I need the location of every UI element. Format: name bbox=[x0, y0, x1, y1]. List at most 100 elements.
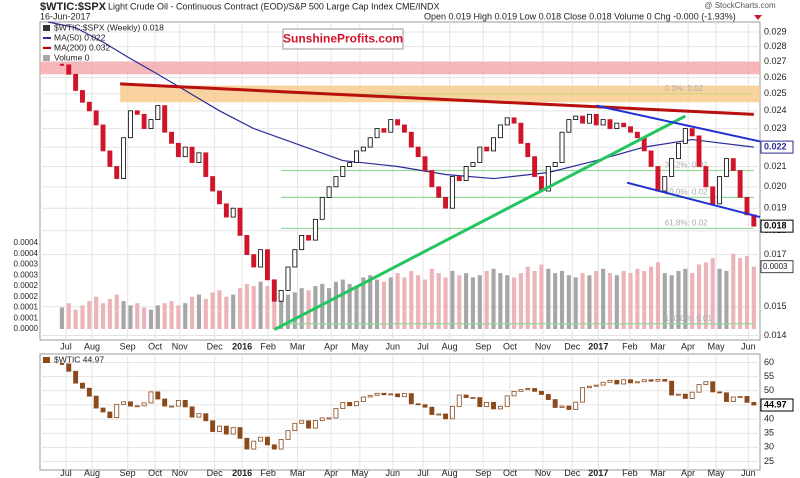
y-tick-label: 40 bbox=[764, 413, 774, 423]
candle bbox=[326, 417, 332, 420]
candle bbox=[237, 427, 243, 439]
fib-label: 100.0%: 0.01 bbox=[665, 314, 713, 323]
legend-label: $WTIC 44.97 bbox=[54, 354, 104, 364]
candle bbox=[518, 122, 524, 144]
candle bbox=[710, 186, 716, 205]
candle bbox=[141, 113, 147, 129]
volume-bar bbox=[738, 258, 743, 329]
volume-bar bbox=[196, 294, 201, 329]
volume-bar bbox=[59, 307, 64, 329]
volume-bar bbox=[183, 303, 188, 329]
volume-bar bbox=[422, 279, 428, 329]
legend-swatch bbox=[43, 55, 50, 61]
volume-bar bbox=[642, 270, 647, 329]
candle bbox=[744, 396, 750, 403]
x-tick-label: Mar bbox=[650, 341, 666, 351]
candle bbox=[676, 142, 681, 160]
volume-bar bbox=[621, 270, 626, 329]
candle bbox=[86, 101, 92, 112]
candle bbox=[477, 397, 483, 408]
candle bbox=[580, 387, 586, 403]
volume-bar bbox=[512, 277, 517, 329]
candle bbox=[422, 404, 428, 408]
volume-bar bbox=[265, 286, 270, 329]
trendline bbox=[626, 181, 761, 219]
candle bbox=[175, 142, 181, 158]
volume-bar bbox=[607, 273, 613, 329]
candle bbox=[80, 382, 85, 389]
trendline bbox=[273, 114, 687, 331]
candle bbox=[566, 119, 572, 133]
candle bbox=[614, 122, 620, 129]
volume-bar bbox=[237, 288, 243, 329]
candle bbox=[155, 391, 161, 400]
candle bbox=[443, 196, 449, 209]
candle bbox=[306, 235, 311, 241]
candle bbox=[511, 117, 517, 124]
volume-bar bbox=[498, 273, 503, 329]
candle bbox=[354, 150, 359, 163]
candle bbox=[141, 402, 147, 407]
candle bbox=[655, 379, 661, 382]
candle bbox=[456, 176, 462, 182]
candle bbox=[682, 128, 688, 144]
volume-bar bbox=[340, 279, 345, 329]
candle bbox=[744, 196, 750, 216]
candle bbox=[237, 207, 243, 236]
volume-bar bbox=[299, 288, 304, 329]
down-arrow bbox=[754, 15, 762, 20]
candle bbox=[559, 131, 565, 163]
volume-bar bbox=[635, 268, 640, 329]
volume-bar bbox=[87, 301, 92, 329]
candle bbox=[244, 437, 250, 450]
candle bbox=[381, 392, 387, 396]
candle bbox=[251, 440, 257, 450]
candle bbox=[518, 389, 524, 392]
candle bbox=[484, 401, 490, 408]
volume-bar bbox=[73, 309, 78, 329]
candle bbox=[395, 119, 401, 126]
x-tick-label: Sep bbox=[120, 341, 136, 351]
volume-bar bbox=[546, 268, 551, 329]
x-tick-label: 2016 bbox=[232, 468, 252, 478]
x-tick-label: Jul bbox=[60, 341, 72, 351]
volume-bar bbox=[518, 273, 523, 329]
volume-bar bbox=[409, 270, 414, 329]
volume-bar bbox=[594, 270, 599, 329]
candle bbox=[203, 152, 209, 177]
candle bbox=[107, 411, 113, 419]
volume-bar bbox=[587, 275, 592, 329]
volume-bar bbox=[327, 288, 332, 329]
candle bbox=[539, 390, 544, 395]
trendline bbox=[120, 82, 754, 116]
candle bbox=[162, 105, 168, 133]
candle bbox=[415, 146, 421, 158]
candle bbox=[175, 399, 181, 407]
candle bbox=[443, 413, 449, 420]
volume-bar bbox=[333, 281, 339, 329]
candle bbox=[717, 391, 723, 394]
candle bbox=[436, 186, 442, 198]
volume-bar bbox=[553, 273, 558, 329]
candle bbox=[182, 399, 188, 408]
volume-bar bbox=[731, 253, 736, 329]
x-tick-label: Oct bbox=[148, 341, 163, 351]
candle bbox=[66, 363, 72, 372]
candle bbox=[634, 131, 640, 139]
x-tick-label: Feb bbox=[622, 341, 638, 351]
x-tick-label: Jul bbox=[60, 468, 72, 478]
candle bbox=[621, 122, 627, 128]
x-tick-label: Jun bbox=[741, 468, 756, 478]
candle bbox=[196, 152, 202, 163]
candle bbox=[504, 117, 510, 126]
volume-bar bbox=[388, 277, 393, 329]
candle bbox=[669, 380, 675, 396]
candle bbox=[573, 115, 579, 121]
candle bbox=[470, 162, 476, 167]
candle bbox=[299, 420, 305, 424]
candle bbox=[511, 390, 517, 397]
volume-tick-label: 0.0001 bbox=[14, 303, 39, 312]
x-tick-label: Aug bbox=[442, 468, 458, 478]
candle bbox=[388, 119, 394, 133]
candle bbox=[107, 150, 113, 167]
